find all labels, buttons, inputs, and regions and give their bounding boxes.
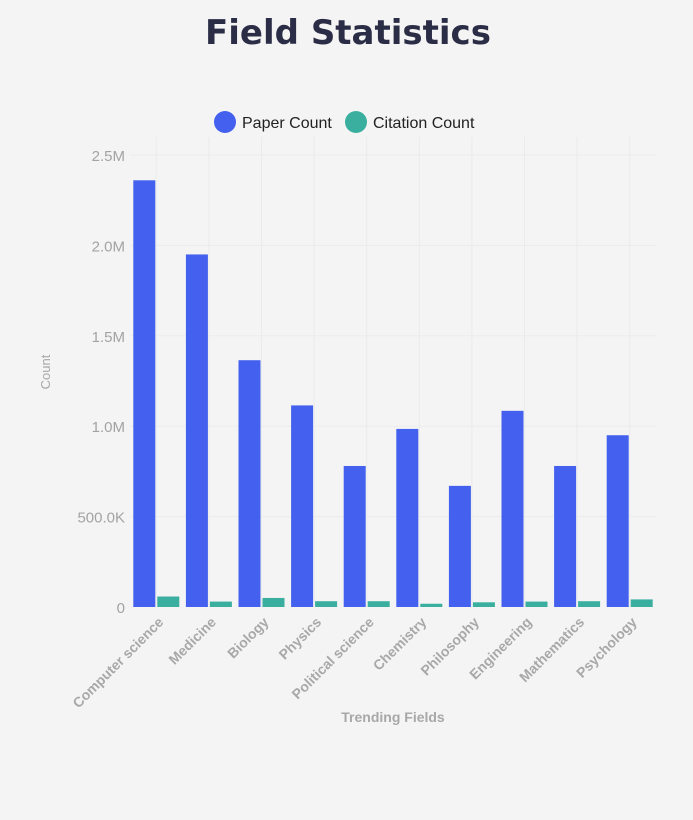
bar-citation-count-computer-science[interactable]: [157, 596, 180, 607]
legend: Paper Count Citation Count: [214, 111, 475, 133]
x-tick-label-computer-science: Computer science: [69, 614, 166, 711]
y-tick-label: 500.0K: [77, 510, 125, 527]
y-tick-label: 0: [117, 600, 125, 617]
bar-paper-count-medicine[interactable]: [185, 254, 208, 607]
legend-swatch-citation-count: [345, 111, 367, 133]
y-tick-label: 2.0M: [92, 238, 125, 255]
bar-paper-count-engineering[interactable]: [501, 410, 524, 607]
x-tick-label-biology: Biology: [224, 614, 272, 662]
bar-paper-count-philosophy[interactable]: [448, 485, 471, 607]
bar-citation-count-engineering[interactable]: [525, 601, 548, 607]
bar-citation-count-political-science[interactable]: [367, 601, 390, 607]
y-tick-label: 1.0M: [92, 419, 125, 436]
y-axis-ticks: 0 500.0K 1.0M 1.5M 2.0M 2.5M: [77, 148, 125, 617]
bar-paper-count-physics[interactable]: [291, 405, 314, 607]
legend-label-citation-count: Citation Count: [373, 115, 475, 132]
legend-swatch-paper-count: [214, 111, 236, 133]
bar-paper-count-chemistry[interactable]: [396, 428, 419, 607]
bar-citation-count-mathematics[interactable]: [578, 601, 601, 607]
legend-label-paper-count: Paper Count: [242, 115, 332, 132]
bar-paper-count-mathematics[interactable]: [554, 465, 577, 607]
x-axis-title: Trending Fields: [341, 709, 445, 725]
chart-title: Field Statistics: [205, 13, 491, 53]
bar-paper-count-political-science[interactable]: [343, 465, 366, 607]
bar-paper-count-psychology[interactable]: [606, 435, 629, 607]
bar-paper-count-biology[interactable]: [238, 360, 261, 607]
y-axis-title: Count: [38, 354, 53, 389]
y-tick-label: 2.5M: [92, 148, 125, 165]
bar-citation-count-biology[interactable]: [262, 597, 285, 607]
bar-paper-count-computer-science[interactable]: [133, 180, 156, 607]
x-tick-label-physics: Physics: [275, 614, 324, 663]
x-tick-label-medicine: Medicine: [165, 614, 219, 668]
grid-lines: [130, 137, 656, 607]
y-tick-label: 1.5M: [92, 329, 125, 346]
bar-citation-count-medicine[interactable]: [209, 601, 232, 607]
bars: [133, 180, 653, 607]
bar-citation-count-chemistry[interactable]: [420, 603, 443, 607]
bar-citation-count-psychology[interactable]: [630, 599, 653, 607]
bar-citation-count-physics[interactable]: [315, 601, 338, 607]
bar-citation-count-philosophy[interactable]: [472, 602, 495, 607]
